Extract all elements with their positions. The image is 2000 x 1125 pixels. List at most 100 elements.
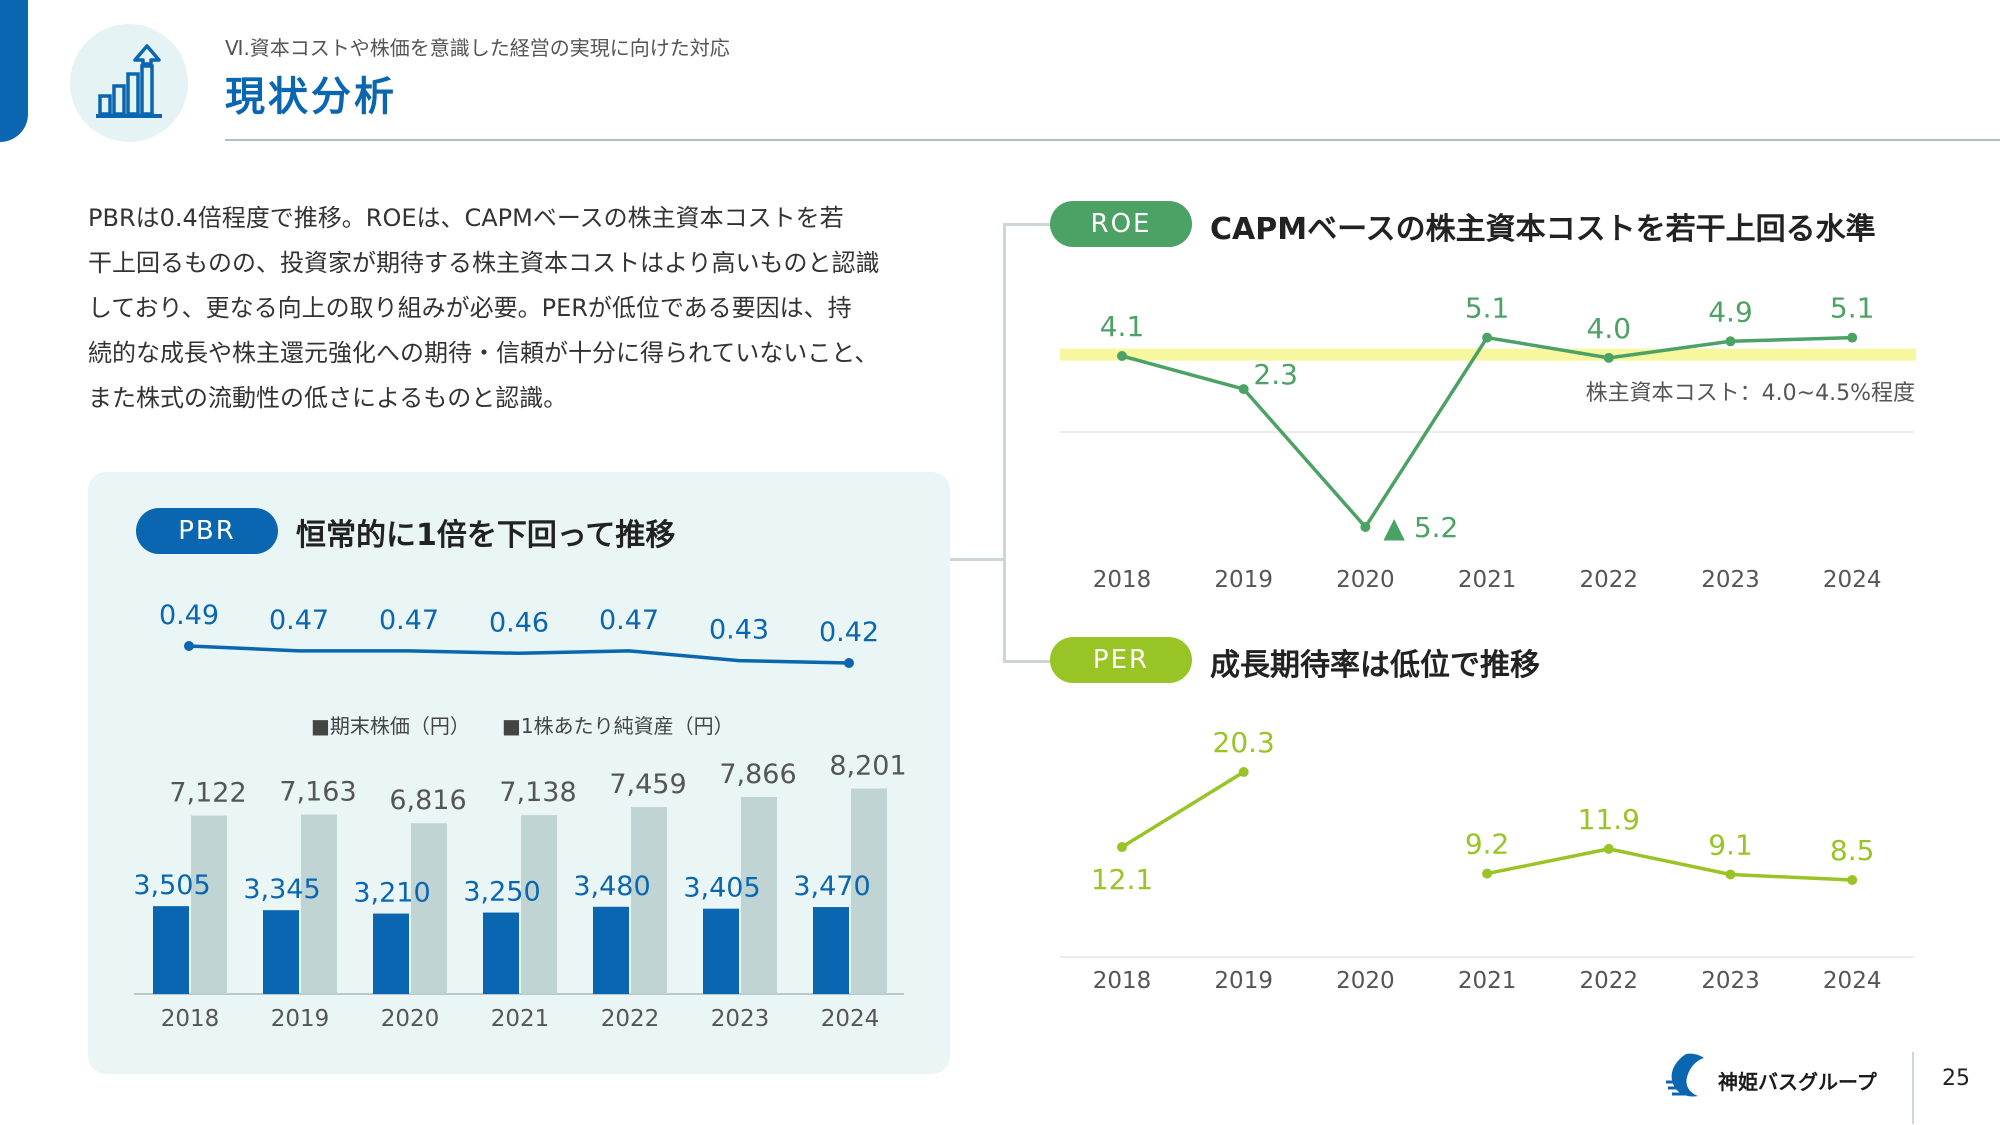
per-pill: PER	[1050, 637, 1192, 683]
bps-data-label: 7,866	[719, 759, 796, 790]
roe-data-label: 5.1	[1830, 292, 1875, 325]
summary-line: しており、更なる向上の取り組みが必要。PERが低位である要因は、持	[88, 294, 852, 322]
price-data-label: 3,405	[683, 873, 760, 904]
legend-price: ■期末株価（円）	[311, 714, 470, 738]
pbr-data-label: 0.43	[709, 615, 769, 646]
company-logo-icon	[1664, 1052, 1708, 1106]
price-data-label: 3,210	[353, 878, 430, 909]
per-point	[1238, 767, 1249, 777]
per-x-tick-label: 2024	[1823, 968, 1882, 994]
per-point	[1847, 875, 1858, 885]
price-bar	[153, 906, 189, 994]
pbr-data-label: 0.46	[489, 607, 549, 638]
price-data-label: 3,480	[573, 871, 650, 902]
bps-bar	[521, 815, 557, 994]
bps-data-label: 7,138	[499, 777, 576, 808]
per-x-tick-label: 2023	[1701, 968, 1760, 994]
roe-data-label: 5.1	[1465, 292, 1510, 325]
roe-pill: ROE	[1050, 201, 1192, 247]
per-data-label: 12.1	[1091, 863, 1153, 896]
header-divider	[225, 139, 2000, 141]
per-chart-title: 成長期待率は低位で推移	[1210, 648, 1540, 683]
roe-x-tick-label: 2022	[1580, 567, 1639, 593]
summary-line: 干上回るものの、投資家が期待する株主資本コストはより高いものと認識	[88, 249, 880, 277]
page-title: 現状分析	[225, 74, 397, 120]
roe-x-tick-label: 2023	[1701, 567, 1760, 593]
bps-bar	[741, 796, 777, 994]
connector-line	[1003, 223, 1006, 663]
page-number: 25	[1942, 1066, 1970, 1091]
price-bar	[373, 913, 409, 994]
bar-x-tick-label: 2021	[491, 1006, 550, 1032]
roe-point	[1603, 352, 1614, 363]
roe-point	[1360, 522, 1371, 532]
price-bar	[483, 912, 519, 994]
roe-chart-title: CAPMベースの株主資本コストを若干上回る水準	[1210, 212, 1876, 247]
bps-data-label: 7,163	[279, 777, 356, 808]
per-point	[1482, 868, 1493, 879]
pbr-pill: PBR	[136, 508, 278, 554]
bps-data-label: 6,816	[389, 785, 466, 816]
pbr-data-label: 0.47	[599, 605, 659, 636]
roe-data-label: 4.1	[1100, 310, 1145, 343]
pbr-data-label: 0.47	[379, 605, 439, 636]
pbr-data-label: 0.42	[819, 617, 879, 648]
bps-data-label: 8,201	[829, 750, 906, 781]
roe-point	[1117, 351, 1127, 361]
price-bar	[703, 908, 739, 994]
bps-bar	[301, 814, 337, 994]
per-series-line	[1121, 770, 1245, 849]
roe-x-tick-label: 2018	[1093, 567, 1152, 593]
price-data-label: 3,505	[133, 870, 210, 901]
connector-line	[950, 558, 1004, 561]
per-series-line	[1486, 847, 1853, 882]
footer-divider	[1912, 1052, 1914, 1124]
pbr-series-line	[188, 644, 850, 665]
legend-bps: ■1株あたり純資産（円）	[502, 714, 734, 738]
roe-x-tick-label: 2019	[1214, 567, 1273, 593]
roe-data-label: 4.9	[1708, 295, 1753, 328]
bps-data-label: 7,122	[169, 778, 246, 809]
price-bar	[593, 906, 629, 994]
footer-brand: 神姫バスグループ	[1718, 1070, 1877, 1094]
connector-line	[1003, 660, 1051, 663]
bar-x-tick-label: 2022	[601, 1006, 660, 1032]
roe-point	[1238, 384, 1249, 395]
roe-point	[1482, 332, 1493, 343]
bar-x-tick-label: 2024	[821, 1006, 880, 1032]
price-data-label: 3,345	[243, 874, 320, 905]
roe-x-tick-label: 2021	[1458, 567, 1517, 593]
per-data-label: 8.5	[1830, 834, 1875, 867]
pbr-chart-title: 恒常的に1倍を下回って推移	[296, 518, 676, 553]
bar-x-tick-label: 2018	[161, 1006, 220, 1032]
bar-x-tick-label: 2023	[711, 1006, 770, 1032]
roe-data-label: 4.0	[1587, 312, 1632, 345]
per-x-tick-label: 2021	[1458, 968, 1517, 994]
roe-point	[1725, 336, 1736, 347]
per-data-label: 11.9	[1578, 803, 1640, 836]
connector-line	[1003, 223, 1051, 226]
bps-bar	[851, 788, 887, 994]
bar-x-tick-label: 2019	[271, 1006, 330, 1032]
roe-data-label: ▲ 5.2	[1383, 511, 1458, 544]
roe-x-tick-label: 2020	[1336, 567, 1395, 593]
bps-bar	[411, 823, 447, 994]
roe-point	[1847, 332, 1858, 343]
per-point	[1603, 843, 1614, 854]
roe-data-label: 2.3	[1253, 358, 1298, 391]
summary-line: また株式の流動性の低さによるものと認識。	[88, 384, 568, 412]
per-data-label: 20.3	[1213, 726, 1275, 759]
pbr-point	[184, 641, 194, 651]
shareholder-cost-band	[1060, 348, 1916, 361]
summary-line: PBRは0.4倍程度で推移。ROEは、CAPMベースの株主資本コストを若	[88, 204, 844, 232]
price-bar	[813, 907, 849, 994]
per-x-tick-label: 2019	[1214, 968, 1273, 994]
price-data-label: 3,250	[463, 877, 540, 908]
pbr-point	[844, 658, 854, 668]
per-x-tick-label: 2018	[1093, 968, 1152, 994]
bar-x-tick-label: 2020	[381, 1006, 440, 1032]
summary-line: 続的な成長や株主還元強化への期待・信頼が十分に得られていないこと、	[88, 339, 879, 367]
per-data-label: 9.1	[1708, 829, 1753, 862]
pbr-data-label: 0.47	[269, 605, 329, 636]
per-data-label: 9.2	[1465, 828, 1510, 861]
